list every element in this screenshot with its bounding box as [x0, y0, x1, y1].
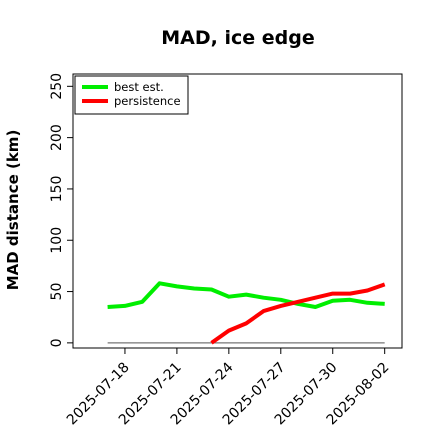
chart-title: MAD, ice edge [161, 27, 314, 49]
y-tick-label: 0 [49, 338, 65, 347]
y-tick-label: 150 [49, 176, 65, 203]
y-tick-label: 50 [49, 283, 65, 301]
series-line-best-est [107, 281, 385, 309]
y-axis-label: MAD distance (km) [4, 130, 22, 291]
legend-box [74, 75, 189, 115]
y-tick-label: 250 [49, 73, 65, 100]
legend-label-best-est: best est. [114, 80, 164, 94]
y-axis: 0 50 100 150 200 250 [49, 73, 73, 347]
x-axis: 2025-07-182025-07-212025-07-242025-07-27… [64, 348, 393, 428]
series-group [107, 281, 386, 345]
legend: best est. persistence [74, 75, 189, 115]
y-tick-label: 200 [49, 124, 65, 151]
y-tick-label: 100 [49, 227, 65, 254]
legend-label-persistence: persistence [114, 94, 181, 108]
series-line-persistence [210, 282, 386, 345]
plot-area-frame [72, 73, 403, 349]
